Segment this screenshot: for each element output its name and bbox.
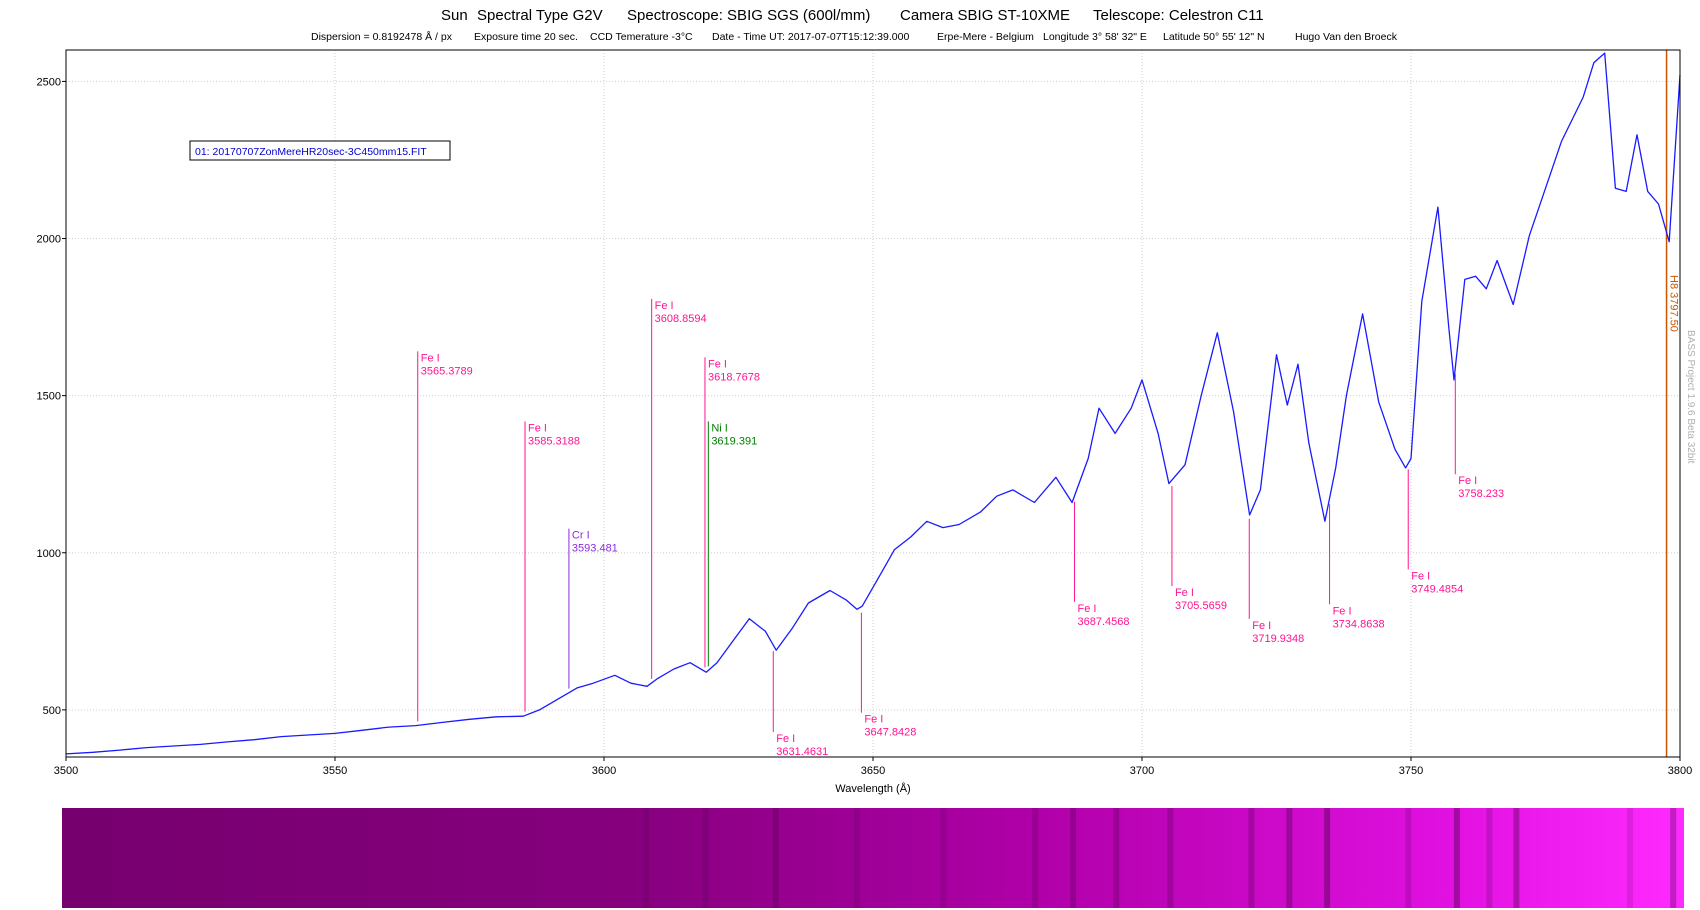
file-legend-box — [189, 140, 451, 161]
spectral-line-wavelength: 3647.8428 — [864, 727, 916, 739]
title-object: Sun — [441, 7, 468, 24]
strip-absorption-line — [1113, 808, 1120, 908]
strip-absorption-line — [642, 808, 649, 908]
spectral-line-element: Fe I — [1458, 475, 1477, 487]
software-watermark: BASS Project 1.9.6 Beta 32bit — [1685, 330, 1696, 464]
spectral-line-element: Fe I — [1175, 587, 1194, 599]
strip-absorption-line — [1324, 808, 1331, 908]
spectral-line-wavelength: 3749.4854 — [1411, 583, 1463, 595]
spectral-line-element: Cr I — [572, 530, 590, 542]
subtitle-datetime: Date - Time UT: 2017-07-07T15:12:39.000 — [712, 31, 909, 43]
y-tick-label: 1000 — [37, 548, 61, 560]
spectrum-line — [65, 52, 1681, 755]
strip-absorption-line — [1286, 808, 1293, 908]
strip-absorption-line — [1626, 808, 1633, 908]
y-tick-label: 1500 — [37, 391, 61, 403]
spectral-line-wavelength: 3608.8594 — [655, 313, 707, 325]
file-legend-label: 01: 20170707ZonMereHR20sec-3C450mm15.FIT — [195, 146, 427, 158]
strip-absorption-line — [1513, 808, 1520, 908]
x-tick-label: 3700 — [1130, 765, 1154, 777]
spectral-line-wavelength: 3618.7678 — [708, 371, 760, 383]
strip-absorption-line — [940, 808, 947, 908]
spectral-line-element: Fe I — [1078, 603, 1097, 615]
y-tick-label: 2500 — [37, 76, 61, 88]
x-tick-label: 3650 — [861, 765, 885, 777]
x-tick-label: 3500 — [54, 765, 78, 777]
subtitle-latitude: Latitude 50° 55' 12" N — [1163, 31, 1265, 43]
spectrum-strip — [62, 808, 1684, 908]
subtitle-ccd-temp: CCD Temerature -3°C — [590, 31, 693, 43]
subtitle-longitude: Longitude 3° 58' 32" E — [1043, 31, 1147, 43]
title-camera: Camera SBIG ST-10XME — [900, 7, 1070, 24]
spectral-line-wavelength: 3631.4631 — [776, 746, 828, 758]
grid — [66, 50, 1680, 757]
x-axis-label: Wavelength (Å) — [835, 782, 910, 795]
subtitle-dispersion: Dispersion = 0.8192478 Å / px — [311, 30, 453, 43]
strip-absorption-line — [1405, 808, 1412, 908]
spectral-line-element: Fe I — [1411, 570, 1430, 582]
spectral-line-wavelength: 3565.3789 — [421, 365, 473, 377]
spectral-line-wavelength: 3719.9348 — [1252, 633, 1304, 645]
subtitle-author: Hugo Van den Broeck — [1295, 31, 1398, 43]
strip-absorption-line — [702, 808, 709, 908]
y-tick-label: 500 — [43, 705, 61, 717]
spectral-line-wavelength: 3687.4568 — [1078, 616, 1130, 628]
x-tick-label: 3550 — [323, 765, 347, 777]
strip-absorption-line — [1032, 808, 1039, 908]
title-telescope: Telescope: Celestron C11 — [1093, 7, 1264, 24]
series — [65, 52, 1681, 755]
strip-absorption-line — [1070, 808, 1077, 908]
spectral-line-wavelength: 3758.233 — [1458, 488, 1504, 500]
spectral-line-element: Fe I — [421, 352, 440, 364]
spectral-line-element: Fe I — [1252, 620, 1271, 632]
x-tick-label: 3800 — [1668, 765, 1692, 777]
strip-absorption-line — [1248, 808, 1255, 908]
x-tick-label: 3750 — [1399, 765, 1423, 777]
title-spectral-type: Spectral Type G2V — [477, 7, 603, 24]
spectral-line-element: Fe I — [655, 300, 674, 312]
chart-header: Sun Spectral Type G2V Spectroscope: SBIG… — [311, 7, 1398, 43]
spectral-line-element: Ni I — [711, 422, 728, 434]
strip-absorption-line — [772, 808, 779, 908]
file-legend: 01: 20170707ZonMereHR20sec-3C450mm15.FIT — [189, 140, 451, 161]
plot-frame — [65, 49, 1681, 758]
spectral-line-wavelength: 3593.481 — [572, 543, 618, 555]
spectral-line-element: Fe I — [864, 714, 883, 726]
y-tick-label: 2000 — [37, 234, 61, 246]
spectral-line-element: Fe I — [708, 358, 727, 370]
subtitle-exposure: Exposure time 20 sec. — [474, 31, 578, 43]
strip-absorption-line — [1453, 808, 1460, 908]
spectral-line-wavelength: 3585.3188 — [528, 435, 580, 447]
spectral-line-element: Fe I — [776, 733, 795, 745]
subtitle-location: Erpe-Mere - Belgium — [937, 31, 1034, 43]
title-spectroscope: Spectroscope: SBIG SGS (600l/mm) — [627, 7, 870, 24]
spectral-line-wavelength: 3734.8638 — [1333, 618, 1385, 630]
spectral-line-element: Fe I — [1333, 605, 1352, 617]
strip-absorption-line — [853, 808, 860, 908]
spectral-line-wavelength: 3705.5659 — [1175, 600, 1227, 612]
spectrum-strip-lines — [642, 808, 1677, 908]
spectral-line-element: Fe I — [528, 422, 547, 434]
axis-ticks: 3500 3550 3600 3650 3700 3750 3800 500 1000 1500 2… — [37, 76, 1693, 777]
strip-absorption-line — [1167, 808, 1174, 908]
strip-absorption-line — [1486, 808, 1493, 908]
strip-absorption-line — [1670, 808, 1677, 908]
spectral-line-wavelength: 3619.391 — [711, 435, 757, 447]
x-tick-label: 3600 — [592, 765, 616, 777]
h8-marker-label: H8 3797.50 — [1668, 275, 1680, 332]
